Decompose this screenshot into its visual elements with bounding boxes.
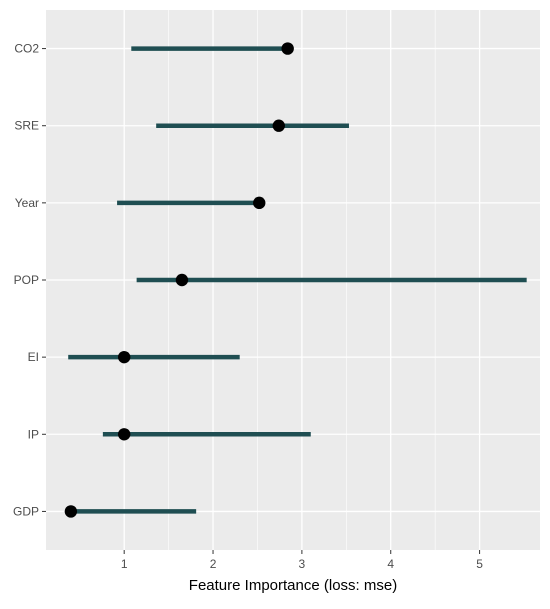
y-tick-label-sre: SRE (14, 119, 39, 133)
y-tick-label-pop: POP (14, 273, 39, 287)
point-year (253, 196, 266, 210)
y-tick-label-ei: EI (28, 350, 39, 364)
point-sre (272, 119, 285, 132)
point-co2 (281, 42, 294, 55)
y-tick-label-ip: IP (28, 427, 39, 441)
point-gdp (64, 505, 78, 518)
x-tick-label: 1 (121, 557, 128, 571)
y-tick-label-co2: CO2 (14, 42, 39, 56)
point-pop (175, 273, 189, 287)
x-axis-title: Feature Importance (loss: mse) (189, 577, 397, 594)
x-tick-label: 4 (387, 557, 394, 571)
point-ip (117, 428, 131, 441)
x-tick-label: 3 (299, 557, 306, 571)
axes: 1 2 3 4 5 CO2 SRE Year POP EI IP GDP (13, 42, 483, 571)
y-tick-label-gdp: GDP (13, 504, 39, 518)
y-tick-label-year: Year (15, 196, 39, 210)
data-marks (64, 42, 527, 518)
x-tick-label: 5 (476, 557, 483, 571)
point-ei (117, 350, 131, 364)
x-tick-label: 2 (210, 557, 217, 571)
